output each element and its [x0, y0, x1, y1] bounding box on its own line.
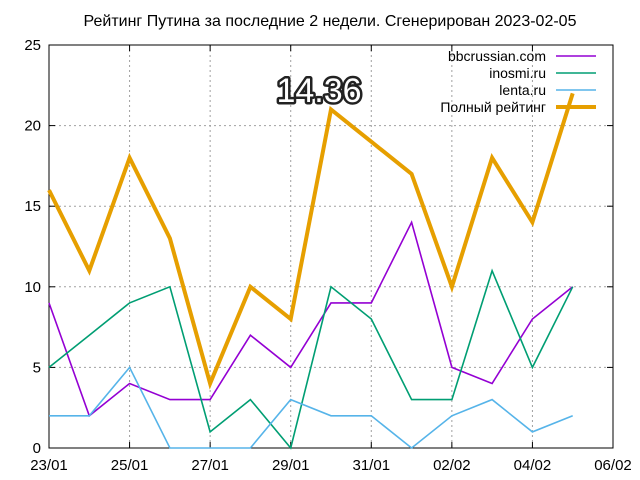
x-tick-label: 23/01: [30, 457, 68, 474]
chart-title: Рейтинг Путина за последние 2 недели. Сг…: [84, 13, 577, 30]
y-tick-label: 5: [33, 359, 41, 376]
x-tick-label: 25/01: [111, 457, 149, 474]
y-tick-label: 15: [24, 198, 41, 215]
y-tick-label: 0: [33, 440, 41, 457]
series-line-4: [47, 92, 575, 390]
x-tick-label: 06/02: [594, 457, 632, 474]
x-tick-label: 02/02: [433, 457, 471, 474]
series: [47, 92, 575, 450]
series-line-1: [48, 220, 574, 418]
annotation-label: 14.36: [276, 72, 361, 110]
legend-label: bbcrussian.com: [448, 48, 546, 64]
series-line-2: [48, 268, 574, 450]
y-tick-label: 10: [24, 279, 41, 296]
legend-label: inosmi.ru: [489, 65, 546, 81]
y-tick-label: 20: [24, 118, 41, 135]
legend-label: Полный рейтинг: [440, 99, 546, 115]
annotations: 14.36: [274, 69, 364, 112]
series-line-3: [49, 365, 573, 450]
x-tick-label: 31/01: [353, 457, 391, 474]
legend-label: lenta.ru: [499, 82, 546, 98]
plot-border: [48, 44, 614, 449]
x-tick-label: 04/02: [514, 457, 552, 474]
x-tick-label: 27/01: [191, 457, 229, 474]
y-tick-label: 25: [24, 37, 41, 54]
tick-labels: 0 5 10 15 20 25 23/01 25/01 27/01 29/01 31/01 02/02…: [24, 37, 631, 474]
axes: [48, 44, 614, 449]
x-tick-label: 29/01: [272, 457, 310, 474]
